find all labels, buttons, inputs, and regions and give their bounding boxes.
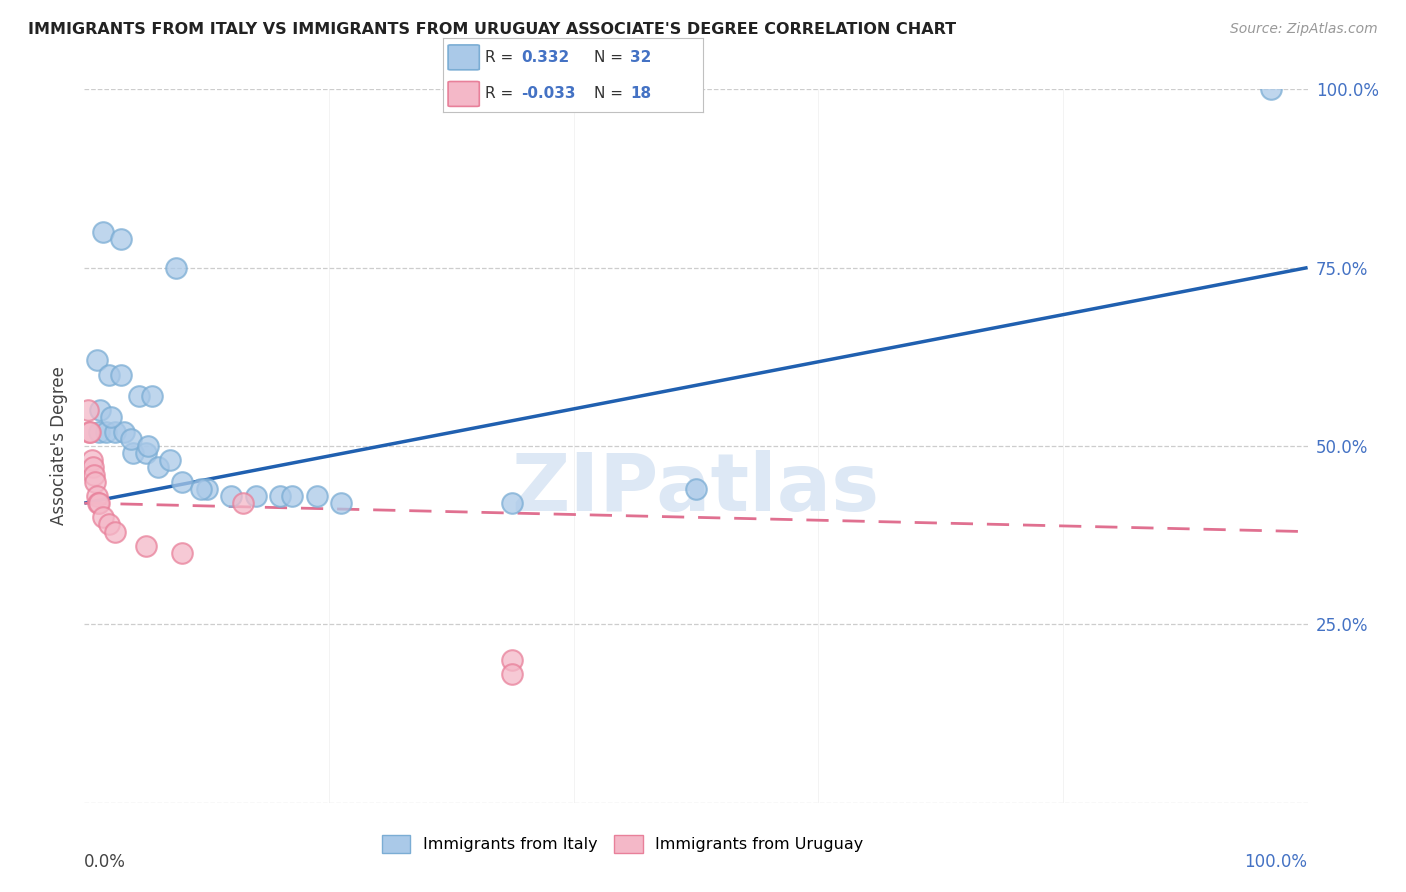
- Text: 18: 18: [630, 87, 651, 102]
- Point: [135, 539, 157, 553]
- Point: [87, 425, 110, 439]
- FancyBboxPatch shape: [449, 45, 479, 70]
- Text: 0.0%: 0.0%: [84, 853, 127, 871]
- Point: [104, 524, 127, 539]
- Point: [135, 446, 157, 460]
- Point: [100, 410, 122, 425]
- Text: N =: N =: [593, 87, 623, 102]
- Point: [219, 489, 242, 503]
- Point: [87, 496, 110, 510]
- Point: [172, 546, 194, 560]
- Legend: Immigrants from Italy, Immigrants from Uruguay: Immigrants from Italy, Immigrants from U…: [375, 829, 870, 859]
- Point: [172, 475, 194, 489]
- Point: [281, 489, 304, 503]
- Text: 0.332: 0.332: [520, 50, 569, 65]
- Point: [502, 496, 524, 510]
- Point: [86, 353, 108, 368]
- Text: -0.033: -0.033: [520, 87, 575, 102]
- Text: 100.0%: 100.0%: [1244, 853, 1308, 871]
- Point: [91, 510, 114, 524]
- Point: [136, 439, 159, 453]
- Point: [269, 489, 291, 503]
- Point: [86, 489, 108, 503]
- Point: [141, 389, 163, 403]
- Point: [146, 460, 169, 475]
- Point: [305, 489, 328, 503]
- Point: [84, 475, 107, 489]
- Point: [122, 446, 145, 460]
- Point: [502, 653, 524, 667]
- Point: [190, 482, 212, 496]
- Point: [502, 667, 524, 681]
- Text: IMMIGRANTS FROM ITALY VS IMMIGRANTS FROM URUGUAY ASSOCIATE'S DEGREE CORRELATION : IMMIGRANTS FROM ITALY VS IMMIGRANTS FROM…: [28, 22, 956, 37]
- Point: [97, 368, 120, 382]
- Point: [77, 425, 100, 439]
- Point: [96, 425, 118, 439]
- Point: [97, 517, 120, 532]
- Text: 32: 32: [630, 50, 651, 65]
- Point: [110, 232, 132, 246]
- Point: [87, 496, 110, 510]
- Point: [165, 260, 187, 275]
- Point: [89, 403, 111, 417]
- Point: [104, 425, 127, 439]
- Point: [330, 496, 353, 510]
- Point: [159, 453, 181, 467]
- Point: [685, 482, 707, 496]
- Y-axis label: Associate's Degree: Associate's Degree: [51, 367, 69, 525]
- Text: ZIPatlas: ZIPatlas: [512, 450, 880, 528]
- Point: [120, 432, 142, 446]
- Text: N =: N =: [593, 50, 623, 65]
- Point: [91, 225, 114, 239]
- Point: [1260, 82, 1282, 96]
- Point: [128, 389, 150, 403]
- Text: Source: ZipAtlas.com: Source: ZipAtlas.com: [1230, 22, 1378, 37]
- Point: [112, 425, 135, 439]
- Point: [245, 489, 267, 503]
- Point: [82, 460, 104, 475]
- Point: [80, 453, 103, 467]
- Point: [110, 368, 132, 382]
- Point: [79, 425, 101, 439]
- Point: [195, 482, 218, 496]
- Point: [77, 403, 100, 417]
- Text: R =: R =: [485, 87, 513, 102]
- Text: R =: R =: [485, 50, 513, 65]
- Point: [232, 496, 254, 510]
- FancyBboxPatch shape: [449, 81, 479, 106]
- Point: [83, 467, 105, 482]
